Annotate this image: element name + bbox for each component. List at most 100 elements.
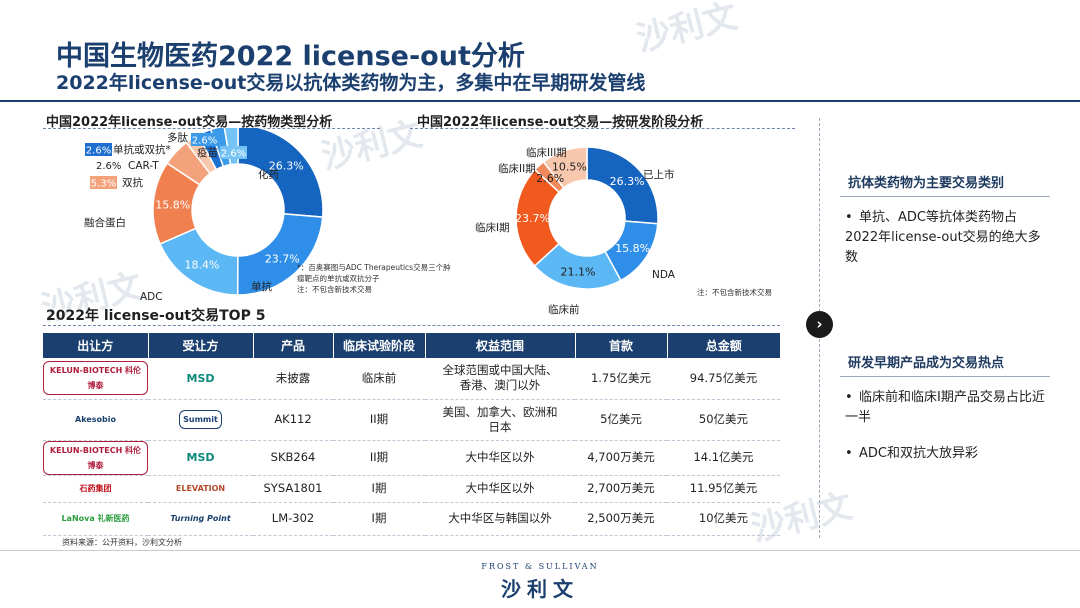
licensee-logo: Summit bbox=[179, 410, 222, 429]
slice-category-label: 临床I期 bbox=[475, 221, 510, 234]
table-cell-licensee: ELEVATION bbox=[148, 475, 253, 503]
slice-value-label: 23.7% bbox=[515, 212, 550, 225]
value-label-box bbox=[85, 143, 112, 156]
bullet-dot-icon: • bbox=[845, 390, 853, 405]
table-cell-product: 未披露 bbox=[253, 358, 333, 400]
col-scope: 权益范围 bbox=[425, 333, 576, 358]
bullet-text: ADC和双抗大放异彩 bbox=[859, 446, 978, 461]
header-rule bbox=[0, 100, 1080, 102]
table-cell-stage: I期 bbox=[333, 475, 425, 503]
page-subtitle: 2022年license-out交易以抗体类药物为主，多集中在早期研发管线 bbox=[56, 72, 646, 94]
slice-value-label: 5.3% bbox=[91, 179, 116, 190]
slice-value-label: 2.6% bbox=[96, 161, 121, 172]
sidebar-bullet: • ADC和双抗大放异彩 bbox=[845, 444, 1050, 464]
footer-brand-en: FROST & SULLIVAN bbox=[481, 562, 599, 571]
table-cell-stage: I期 bbox=[333, 502, 425, 536]
donut-slice bbox=[542, 146, 588, 190]
sidebar-bullet: • 单抗、ADC等抗体类药物占2022年license-out交易的绝大多数 bbox=[845, 208, 1050, 268]
table-cell-upfront: 5亿美元 bbox=[575, 399, 667, 441]
slice-category-label: 多肽 bbox=[167, 131, 188, 144]
table-cell-scope: 大中华区以外 bbox=[425, 475, 575, 503]
slice-value-label: 15.8% bbox=[615, 242, 650, 255]
slice-value-label: 21.1% bbox=[560, 266, 595, 279]
table-header-row: 出让方 受让方 产品 临床试验阶段 权益范围 首款 总金额 bbox=[43, 333, 780, 358]
slice-category-label: 单抗或双抗* bbox=[113, 143, 171, 156]
slice-value-label: 2.6% bbox=[536, 172, 564, 185]
table-heading-rule bbox=[43, 325, 780, 326]
table-cell-product: SYSA1801 bbox=[253, 475, 333, 503]
stage-donut-chart: 26.3%已上市15.8%NDA21.1%临床前23.7%临床I期2.6%临床I… bbox=[475, 146, 676, 316]
table-cell-scope: 大中华区与韩国以外 bbox=[425, 502, 575, 536]
licensee-logo: Turning Point bbox=[170, 514, 231, 523]
bullet-text: 临床前和临床I期产品交易占比近一半 bbox=[845, 390, 1045, 425]
licensee-logo: MSD bbox=[186, 371, 215, 385]
table-row: Akesobio Summit AK112 II期 美国、加拿大、欧洲和日本 5亿美元 50… bbox=[43, 399, 780, 441]
drug-type-donut-chart: 26.3%化药 23.7% 单抗 18.4% ADC 15.8% 融合蛋白 双抗 5.3% CAR… bbox=[84, 128, 324, 303]
right-chart-rule bbox=[410, 128, 795, 129]
table-cell-licensor: KELUN-BIOTECH 科伦博泰 bbox=[43, 358, 148, 400]
right-chart-heading: 中国2022年license-out交易—按研发阶段分析 bbox=[417, 115, 704, 130]
table-cell-stage: 临床前 bbox=[333, 358, 425, 400]
table-cell-product: AK112 bbox=[253, 399, 333, 441]
table-row: LaNova 礼新医药 Turning Point LM-302 I期 大中华区与韩国以… bbox=[43, 502, 780, 536]
table-cell-licensee: Turning Point bbox=[148, 502, 253, 536]
table-cell-licensor: 石药集团 bbox=[43, 475, 148, 503]
table-cell-total: 10亿美元 bbox=[667, 502, 780, 536]
sidebar-bullet: • 临床前和临床I期产品交易占比近一半 bbox=[845, 388, 1050, 428]
bullet-dot-icon: • bbox=[845, 446, 853, 461]
slice-category-label: 疫苗 bbox=[197, 146, 218, 159]
licensee-logo: MSD bbox=[186, 451, 215, 464]
slice-category-label: ADC bbox=[140, 291, 163, 303]
table-cell-upfront: 4,700万美元 bbox=[575, 440, 667, 476]
col-licensor: 出让方 bbox=[43, 333, 149, 358]
top5-table: 出让方 受让方 产品 临床试验阶段 权益范围 首款 总金额 KELUN-BIOT… bbox=[43, 333, 780, 536]
table-cell-total: 11.95亿美元 bbox=[667, 475, 780, 503]
sidebar-rule-2 bbox=[840, 376, 1050, 377]
slice-category-label: NDA bbox=[652, 269, 676, 281]
slice-category-label: 双抗 bbox=[122, 176, 143, 189]
slice-value-label: 18.4% bbox=[185, 259, 220, 272]
sidebar-rule-1 bbox=[840, 196, 1050, 197]
donut-slice bbox=[237, 128, 324, 218]
table-row: KELUN-BIOTECH 科伦博泰 MSD SKB264 II期 大中华区以外 4,70… bbox=[43, 440, 780, 476]
table-cell-stage: II期 bbox=[333, 399, 425, 441]
table-cell-scope: 大中华区以外 bbox=[425, 440, 575, 476]
source-note: 资料来源：公开资料，沙利文分析 bbox=[62, 538, 182, 547]
value-label-box bbox=[191, 133, 218, 146]
slice-value-label: 15.8% bbox=[155, 198, 190, 211]
col-upfront: 首款 bbox=[575, 333, 668, 358]
table-heading: 2022年 license-out交易TOP 5 bbox=[46, 308, 266, 324]
bullet-dot-icon: • bbox=[845, 210, 853, 225]
slice-value-label: 23.7% bbox=[265, 252, 300, 265]
sidebar-heading-1: 抗体类药物为主要交易类别 bbox=[848, 176, 1005, 191]
licensor-logo: KELUN-BIOTECH 科伦博泰 bbox=[43, 361, 148, 396]
table-cell-total: 50亿美元 bbox=[667, 399, 780, 441]
slice-category-label: 单抗 bbox=[251, 280, 272, 293]
table-cell-scope: 全球范围或中国大陆、香港、澳门以外 bbox=[425, 358, 575, 400]
chevron-right-icon: › bbox=[806, 311, 833, 338]
table-cell-stage: II期 bbox=[333, 440, 425, 476]
col-stage: 临床试验阶段 bbox=[333, 333, 426, 358]
table-cell-product: LM-302 bbox=[253, 502, 333, 536]
sidebar-heading-2: 研发早期产品成为交易热点 bbox=[848, 356, 1005, 371]
slice-category-label: 融合蛋白 bbox=[84, 216, 126, 229]
value-label-box bbox=[90, 176, 117, 189]
slice-category-label: 化药 bbox=[258, 168, 279, 181]
slice-category-label: 临床III期 bbox=[526, 146, 567, 159]
table-cell-upfront: 1.75亿美元 bbox=[575, 358, 667, 400]
slice-value-label: 2.6% bbox=[192, 136, 217, 147]
table-cell-licensor: KELUN-BIOTECH 科伦博泰 bbox=[43, 440, 148, 476]
right-chart-note: 注：不包含新技术交易 bbox=[697, 288, 772, 297]
table-cell-total: 14.1亿美元 bbox=[667, 440, 780, 476]
table-cell-upfront: 2,500万美元 bbox=[575, 502, 667, 536]
table-cell-licensor: Akesobio bbox=[43, 399, 148, 441]
slice-category-label: 临床II期 bbox=[498, 162, 536, 175]
page-title: 中国生物医药2022 license-out分析 bbox=[56, 41, 525, 72]
footer-rule bbox=[0, 550, 1080, 551]
slice-value-label: 26.3% bbox=[269, 160, 304, 173]
value-label-box bbox=[220, 146, 247, 159]
table-cell-upfront: 2,700万美元 bbox=[575, 475, 667, 503]
slice-value-label: 26.3% bbox=[610, 175, 645, 188]
slice-category-label: 临床前 bbox=[548, 303, 580, 316]
table-cell-product: SKB264 bbox=[253, 440, 333, 476]
